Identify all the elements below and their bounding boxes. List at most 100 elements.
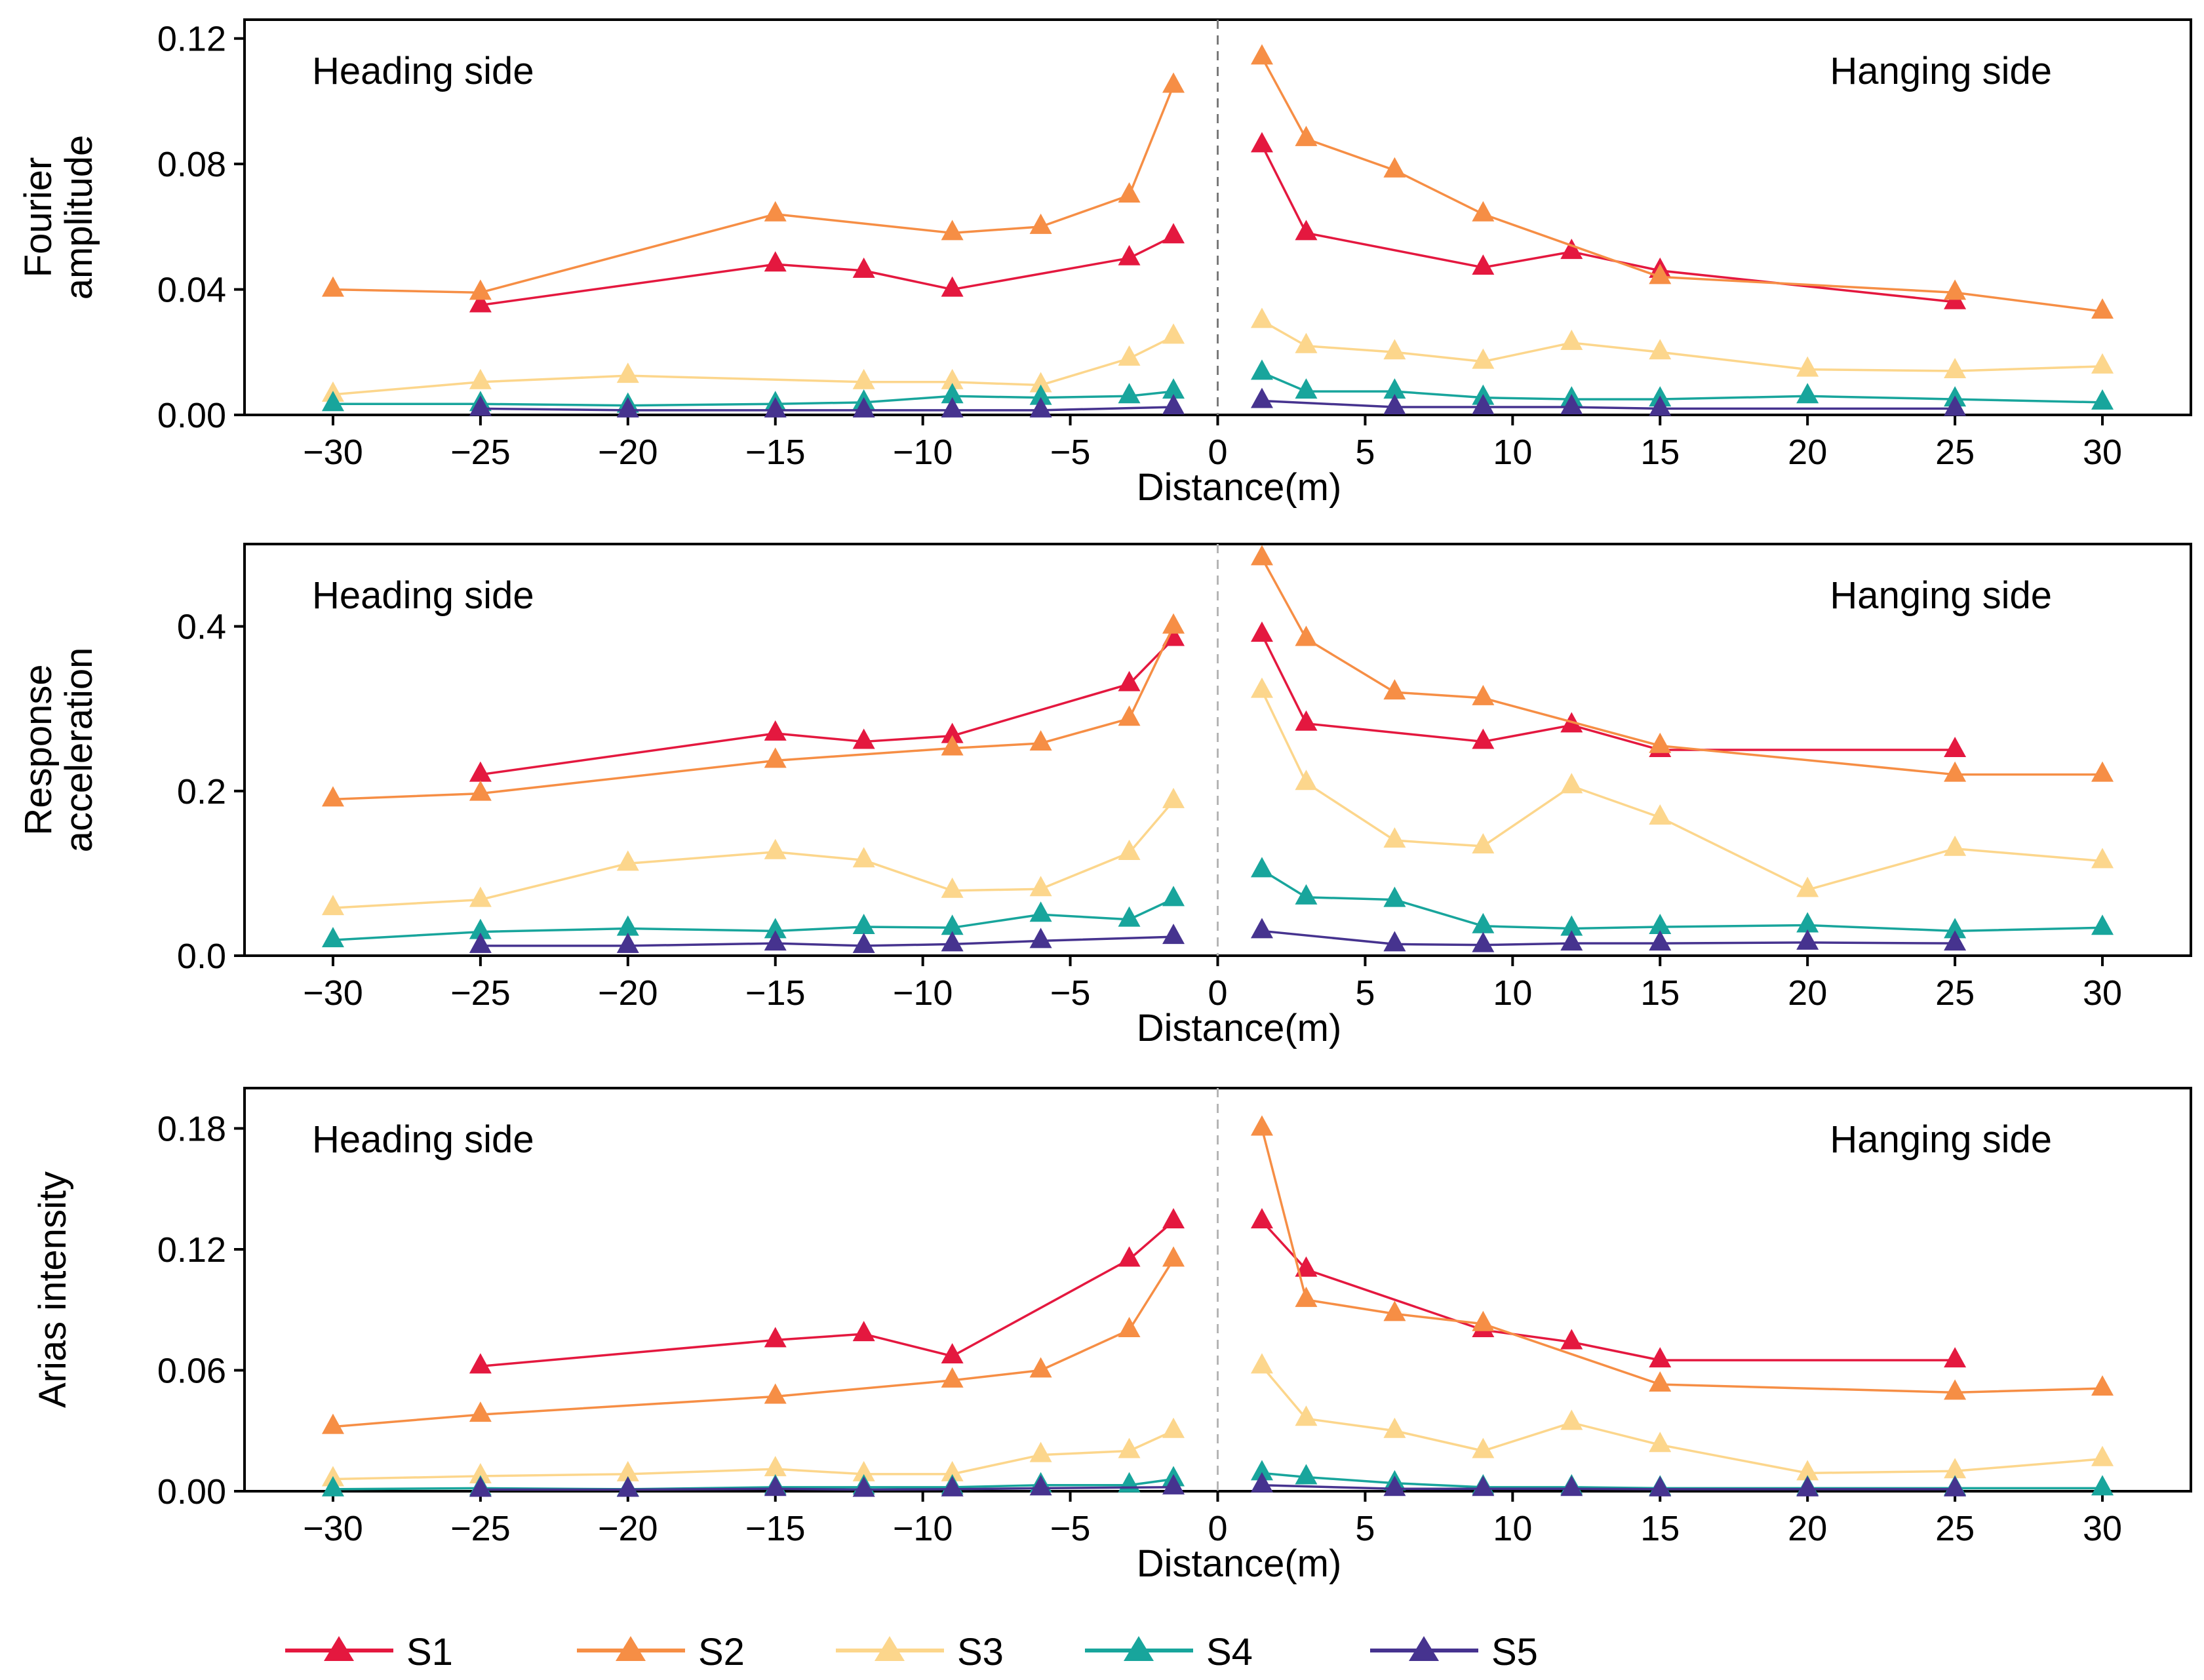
data-point-s3 — [1560, 773, 1583, 794]
legend-item-s4: S4 — [1085, 1631, 1253, 1673]
series-line-s1-left — [480, 1220, 1175, 1368]
series-line-s1-right — [1261, 144, 1956, 303]
data-point-s4 — [1649, 914, 1672, 935]
data-point-s1 — [1295, 1256, 1318, 1277]
data-point-s3 — [1944, 358, 1967, 378]
data-point-s5 — [1250, 1472, 1273, 1493]
data-point-s4 — [616, 915, 639, 936]
legend-marker-s4 — [1124, 1636, 1154, 1661]
data-point-s5 — [1796, 1475, 1819, 1496]
data-point-s5 — [764, 1475, 787, 1496]
data-point-s2 — [1472, 684, 1495, 705]
x-tick-label: 15 — [1640, 973, 1680, 1013]
data-point-s1 — [1250, 132, 1273, 153]
data-point-s2 — [1383, 679, 1406, 700]
y-axis-title-line: acceleration — [58, 648, 100, 853]
data-point-s3 — [1250, 677, 1273, 698]
series-s1 — [469, 132, 1967, 313]
data-point-s3 — [2091, 1445, 2114, 1466]
data-point-s3 — [1649, 1432, 1672, 1453]
data-point-s5 — [1029, 1475, 1052, 1496]
data-point-s5 — [1649, 930, 1672, 951]
data-point-s3 — [941, 368, 964, 389]
data-point-s2 — [1295, 1286, 1318, 1307]
x-axis-title: Distance(m) — [1137, 1007, 1342, 1049]
data-point-s5 — [941, 1475, 964, 1496]
series-s5 — [469, 1472, 1967, 1497]
data-point-s3 — [616, 850, 639, 871]
data-point-s3 — [1796, 1460, 1819, 1481]
y-axis-title-line: Fourier — [17, 157, 60, 278]
chart-panel-arias-intensity: −30 −25 −20 −15 −10 −5 0 5 10 15 20 25 30 0.00 0.06 0.1… — [31, 1087, 2192, 1585]
x-tick-label: −30 — [303, 973, 363, 1013]
series-line-s3-right — [1261, 690, 2103, 891]
series-s3 — [321, 677, 2114, 916]
y-tick-label: 0.4 — [177, 608, 226, 647]
x-tick-label: 10 — [1493, 1509, 1532, 1548]
data-point-s2 — [941, 735, 964, 756]
heading-side-label: Heading side — [312, 574, 534, 617]
data-point-s3 — [321, 895, 344, 916]
data-point-s1 — [941, 1342, 964, 1363]
data-point-s2 — [1162, 613, 1185, 634]
data-point-s2 — [321, 1413, 344, 1434]
series-line-s5-right — [1261, 929, 1956, 947]
data-point-s3 — [1472, 348, 1495, 369]
hanging-side-label: Hanging side — [1830, 1118, 2052, 1161]
data-point-s2 — [1649, 264, 1672, 284]
x-tick-label: −25 — [450, 1509, 511, 1548]
x-tick-label: −20 — [598, 973, 658, 1013]
data-point-s5 — [941, 931, 964, 952]
x-tick-label: −10 — [893, 433, 953, 472]
data-point-s5 — [1383, 1475, 1406, 1496]
data-point-s2 — [1162, 1246, 1185, 1267]
data-point-s5 — [616, 932, 639, 953]
legend-item-s1: S1 — [285, 1631, 453, 1673]
data-point-s5 — [1162, 1474, 1185, 1494]
data-point-s2 — [1649, 732, 1672, 753]
data-point-s3 — [1162, 787, 1185, 808]
legend-item-s2: S2 — [577, 1631, 745, 1673]
data-point-s5 — [852, 932, 875, 953]
data-point-s3 — [616, 1460, 639, 1481]
chart-panel-response-acceleration: −30 −25 −20 −15 −10 −5 0 5 10 15 20 25 30 0.0 0.2 0.4 Di… — [17, 543, 2192, 1049]
hanging-side-label: Hanging side — [1830, 574, 2052, 617]
legend-item-s5: S5 — [1370, 1631, 1538, 1673]
data-point-s3 — [1162, 323, 1185, 344]
data-point-s5 — [1560, 394, 1583, 415]
x-tick-label: −5 — [1050, 1509, 1091, 1548]
data-point-s1 — [1944, 737, 1967, 757]
y-tick-label: 0.18 — [157, 1110, 226, 1149]
data-point-s4 — [1118, 1472, 1141, 1493]
data-point-s5 — [1029, 397, 1052, 418]
x-tick-label: 30 — [2083, 1509, 2122, 1548]
data-point-s4 — [1250, 857, 1273, 878]
data-point-s1 — [852, 728, 875, 749]
data-point-s4 — [1029, 384, 1052, 405]
series-line-s5-right — [1261, 399, 1956, 410]
data-point-s4 — [1029, 901, 1052, 922]
data-point-s3 — [1649, 804, 1672, 825]
data-point-s5 — [1796, 929, 1819, 950]
data-point-s1 — [1162, 1207, 1185, 1228]
data-point-s3 — [941, 877, 964, 898]
series-line-s3-right — [1261, 1365, 2103, 1475]
data-point-s4 — [1162, 378, 1185, 399]
x-tick-label: −25 — [450, 433, 511, 472]
data-point-s3 — [764, 838, 787, 859]
data-point-s1 — [852, 257, 875, 278]
heading-side-label: Heading side — [312, 50, 534, 92]
data-point-s1 — [764, 1327, 787, 1348]
data-point-s3 — [1383, 1417, 1406, 1438]
data-point-s3 — [1250, 1353, 1273, 1374]
data-point-s3 — [2091, 353, 2114, 374]
data-point-s2 — [1118, 705, 1141, 726]
data-point-s1 — [1472, 728, 1495, 749]
data-point-s4 — [2091, 914, 2114, 935]
x-tick-label: 0 — [1208, 973, 1227, 1013]
y-tick-label: 0.08 — [157, 145, 226, 184]
data-point-s2 — [1944, 761, 1967, 782]
data-point-s3 — [1560, 329, 1583, 350]
data-point-s3 — [1796, 356, 1819, 377]
